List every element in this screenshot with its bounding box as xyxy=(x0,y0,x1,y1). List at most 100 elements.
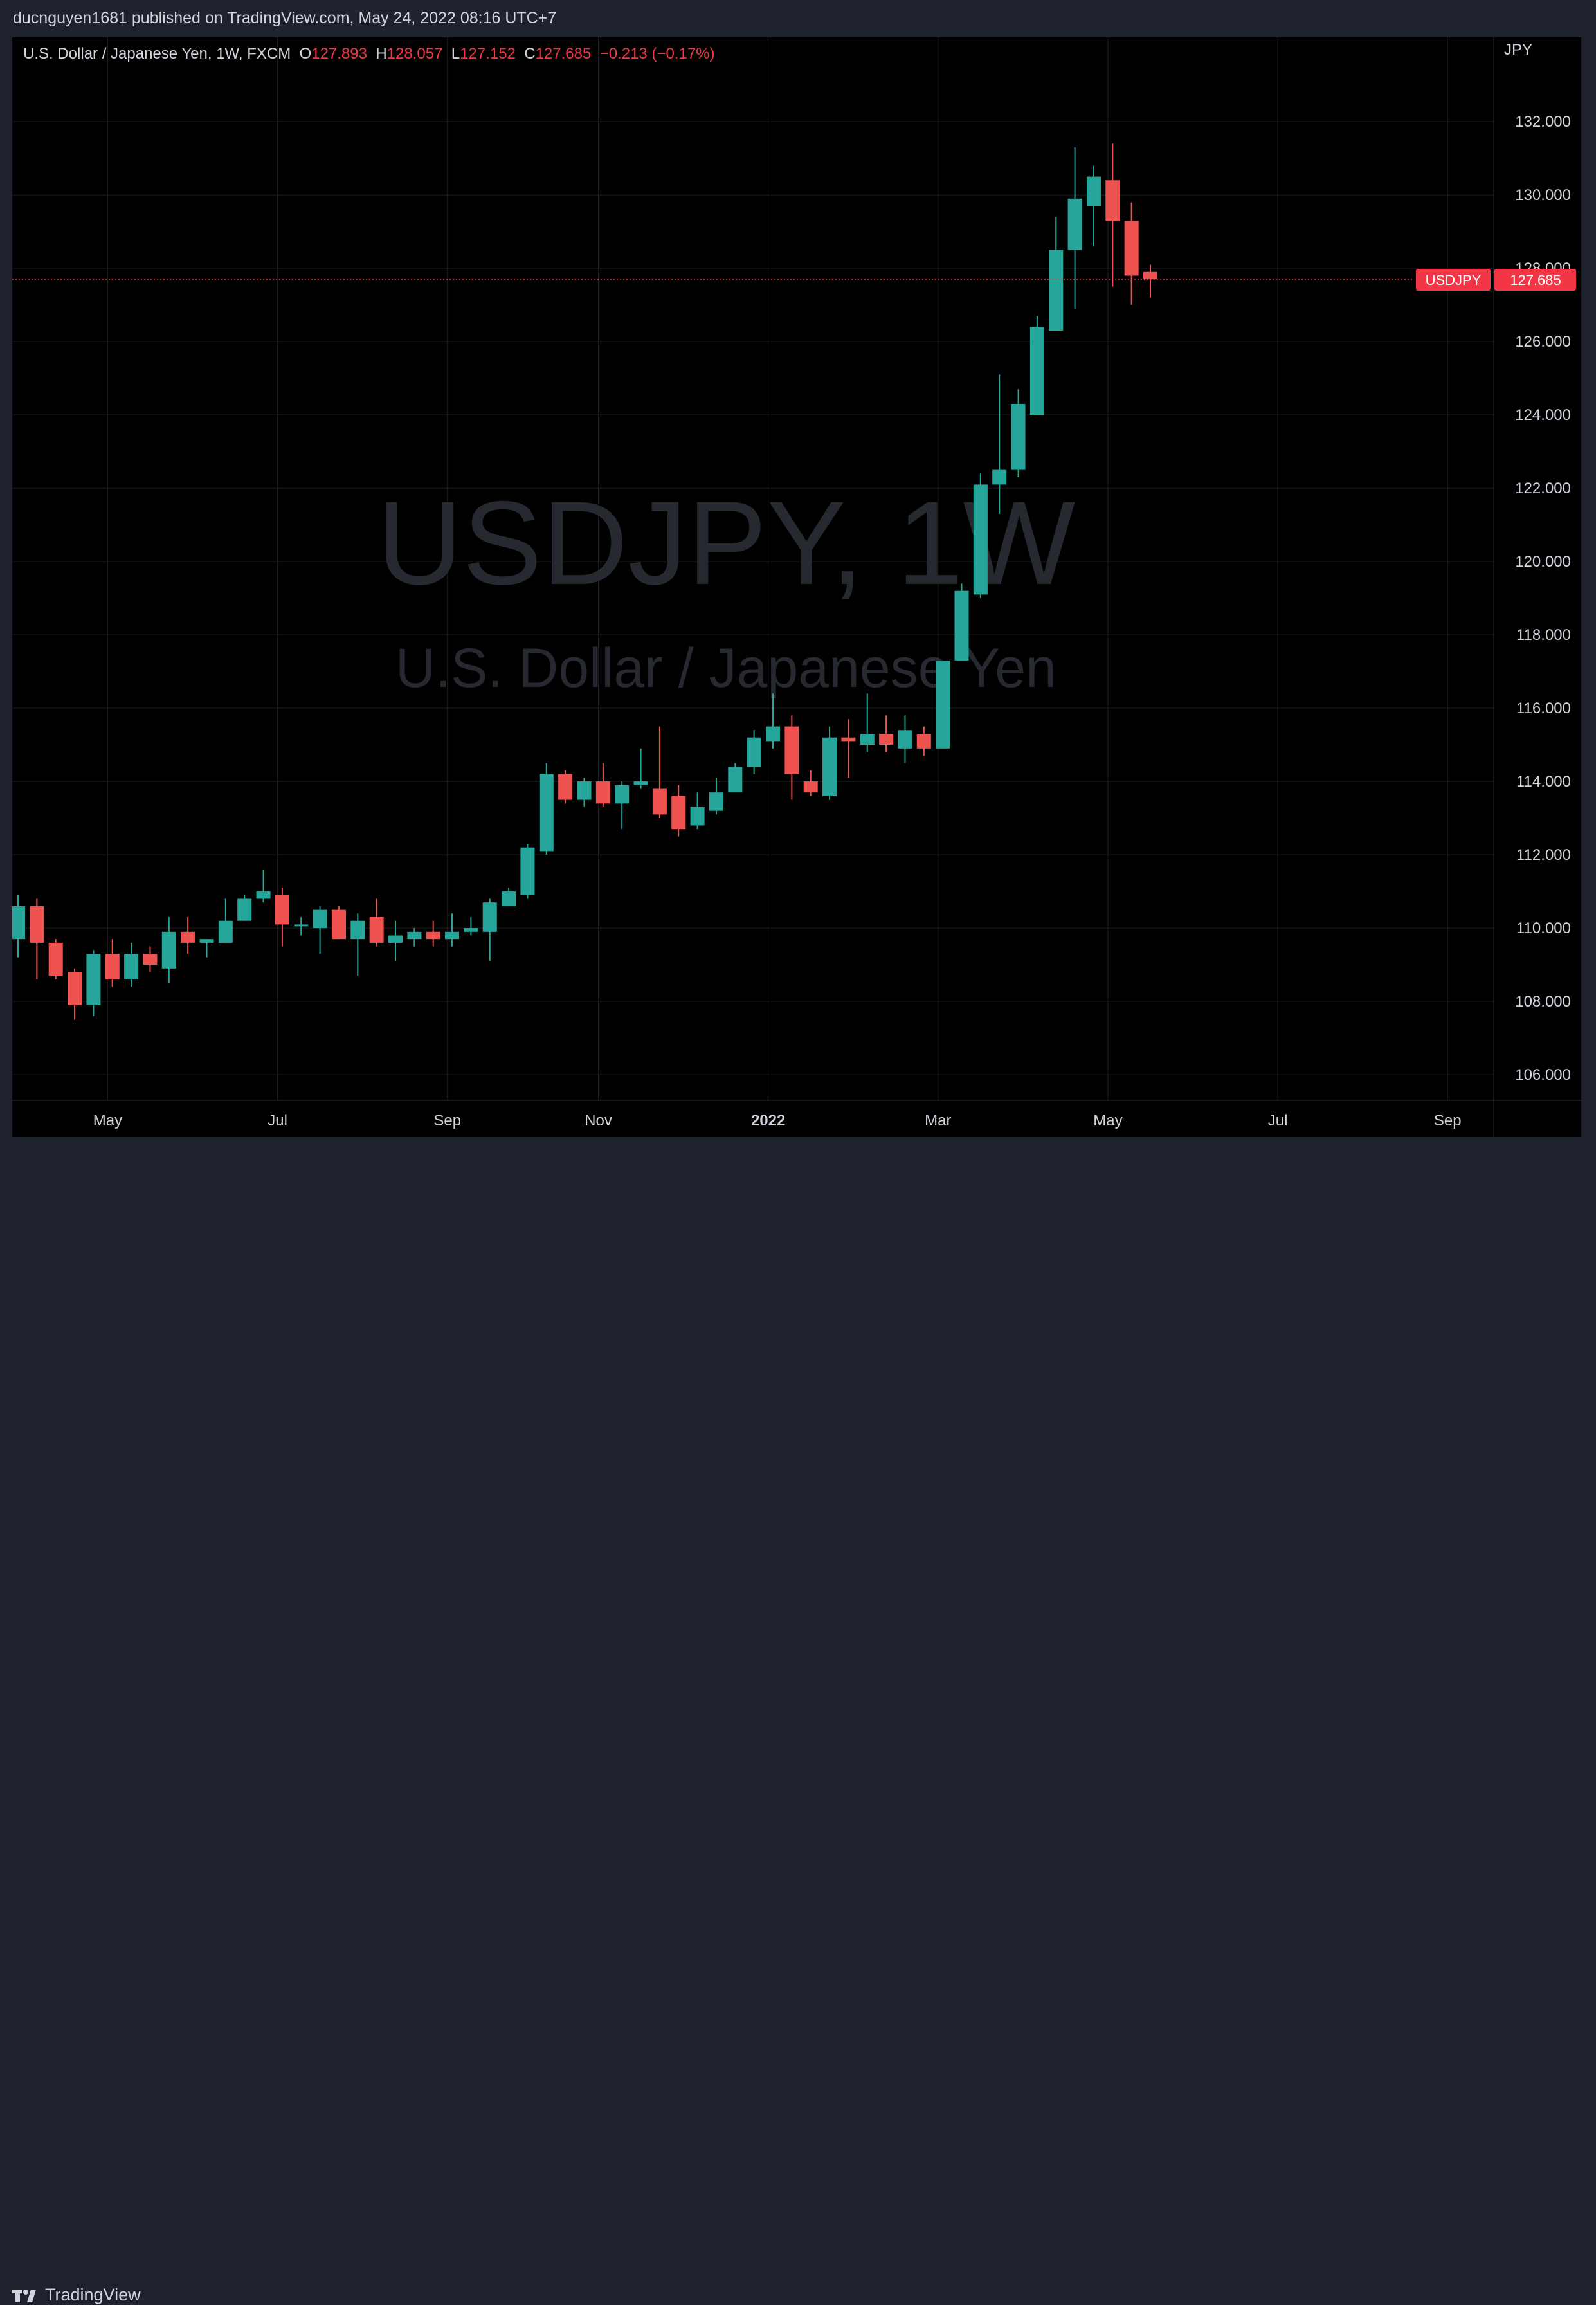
symbol-tag-background xyxy=(1416,269,1491,291)
candle-body-up xyxy=(12,906,25,940)
y-tick-label: 114.000 xyxy=(1516,773,1571,790)
last-price-tags: USDJPY 127.685 xyxy=(1416,269,1576,291)
legend-change: −0.213 (−0.17%) xyxy=(599,45,715,62)
candle-body-down xyxy=(671,796,686,830)
y-tick-label: 130.000 xyxy=(1515,187,1571,204)
candle-body-down xyxy=(68,972,82,1005)
candle-body-up xyxy=(1049,250,1064,331)
candle-body-down xyxy=(841,737,856,742)
legend-low-label: L xyxy=(451,45,460,62)
candle-body-up xyxy=(577,781,592,800)
candle-body-up xyxy=(954,590,969,661)
legend-open-label: O xyxy=(299,45,312,62)
candle-body-up xyxy=(1086,176,1101,206)
candle-body-up xyxy=(822,737,837,796)
candle-body-up xyxy=(124,954,139,979)
candle-body-up xyxy=(294,924,309,927)
x-tick-label: Nov xyxy=(585,1112,612,1129)
candle-body-down xyxy=(558,774,573,800)
time-scale[interactable]: May Jul Sep Nov 2022 Mar May Jul Sep xyxy=(93,1112,1462,1129)
candle-body-down xyxy=(784,726,799,774)
x-tick-label: Jul xyxy=(1268,1112,1288,1129)
candle-body-down xyxy=(369,917,384,943)
x-tick-label: Sep xyxy=(1434,1112,1462,1129)
candle-body-down xyxy=(143,954,158,965)
price-scale[interactable]: 132.000130.000128.000126.000124.000122.0… xyxy=(1515,113,1571,1084)
candle-body-up xyxy=(464,928,478,932)
candle-body-up xyxy=(709,792,723,811)
legend-close-value: 127.685 xyxy=(535,45,592,62)
currency-label: JPY xyxy=(1504,41,1532,59)
candle-body-down xyxy=(1124,221,1139,276)
ohlc-legend[interactable]: U.S. Dollar / Japanese Yen, 1W, FXCM O12… xyxy=(23,45,715,63)
tradingview-logo[interactable]: TradingView xyxy=(12,2285,141,2305)
grid xyxy=(12,37,1494,1100)
legend-high-value: 128.057 xyxy=(386,45,443,62)
legend-symbol: U.S. Dollar / Japanese Yen, 1W, FXCM xyxy=(23,45,291,62)
y-tick-label: 118.000 xyxy=(1516,626,1571,644)
x-tick-label: Sep xyxy=(433,1112,461,1129)
candle-body-up xyxy=(860,734,875,745)
symbol-tag-label: USDJPY xyxy=(1426,272,1482,288)
candle-body-up xyxy=(539,774,554,852)
candle-body-up xyxy=(898,730,912,749)
candle-body-down xyxy=(48,942,63,976)
candle-body-down xyxy=(331,909,346,940)
candle-body-up xyxy=(237,898,252,921)
candle-body-up xyxy=(936,661,950,749)
candle-body-up xyxy=(1011,404,1026,470)
candle-body-up xyxy=(766,726,780,742)
candle-body-down xyxy=(1143,271,1157,280)
x-tick-label: 2022 xyxy=(751,1112,785,1129)
y-tick-label: 132.000 xyxy=(1515,113,1571,131)
legend-open-value: 127.893 xyxy=(311,45,367,62)
footer: TradingView xyxy=(0,1137,1596,2304)
candle-body-down xyxy=(1105,180,1120,221)
chart-pane[interactable]: USDJPY, 1W U.S. Dollar / Japanese Yen JP… xyxy=(12,37,1581,1137)
published-info: ducnguyen1681 published on TradingView.c… xyxy=(13,9,557,27)
candle-body-up xyxy=(350,920,365,940)
candle-body-down xyxy=(595,781,610,804)
candlestick-chart[interactable]: USDJPY, 1W U.S. Dollar / Japanese Yen JP… xyxy=(12,37,1581,1137)
y-tick-label: 116.000 xyxy=(1516,700,1571,717)
price-tag-value: 127.685 xyxy=(1510,272,1561,288)
candle-body-up xyxy=(520,847,535,895)
y-tick-label: 108.000 xyxy=(1515,993,1571,1010)
price-tag-background xyxy=(1494,269,1576,291)
candle-body-up xyxy=(615,785,630,804)
x-tick-label: Jul xyxy=(268,1112,287,1129)
x-tick-label: Mar xyxy=(925,1112,951,1129)
candle-body-up xyxy=(445,931,460,940)
candle-body-down xyxy=(181,931,195,943)
candle-body-up xyxy=(728,767,743,793)
legend-low-value: 127.152 xyxy=(460,45,516,62)
x-tick-label: May xyxy=(1093,1112,1122,1129)
candle-body-up xyxy=(388,935,403,943)
candle-body-up xyxy=(313,909,327,929)
y-tick-label: 106.000 xyxy=(1515,1066,1571,1084)
candle-body-down xyxy=(879,734,894,745)
candle-body-up xyxy=(992,469,1007,485)
candle-body-down xyxy=(275,895,289,925)
candle-body-up xyxy=(86,954,101,1005)
candle-body-down xyxy=(803,781,818,793)
y-tick-label: 124.000 xyxy=(1515,406,1571,424)
candle-body-up xyxy=(199,939,214,943)
x-tick-label: May xyxy=(93,1112,122,1129)
y-tick-label: 112.000 xyxy=(1516,846,1571,864)
candle-body-down xyxy=(105,954,120,979)
tradingview-brand: TradingView xyxy=(45,2285,141,2304)
candle-body-up xyxy=(218,920,233,943)
candle-body-up xyxy=(973,484,988,595)
watermark: USDJPY, 1W U.S. Dollar / Japanese Yen xyxy=(377,477,1075,699)
y-tick-label: 120.000 xyxy=(1515,553,1571,570)
candle-body-up xyxy=(633,781,648,785)
y-tick-label: 126.000 xyxy=(1515,333,1571,351)
candle-body-down xyxy=(916,734,931,749)
tradingview-logo-icon xyxy=(12,2289,36,2302)
candle-body-up xyxy=(161,931,176,969)
header: ducnguyen1681 published on TradingView.c… xyxy=(0,0,1596,39)
candle-body-up xyxy=(690,807,705,826)
watermark-ticker: USDJPY, 1W xyxy=(377,477,1075,610)
legend-close-label: C xyxy=(524,45,536,62)
